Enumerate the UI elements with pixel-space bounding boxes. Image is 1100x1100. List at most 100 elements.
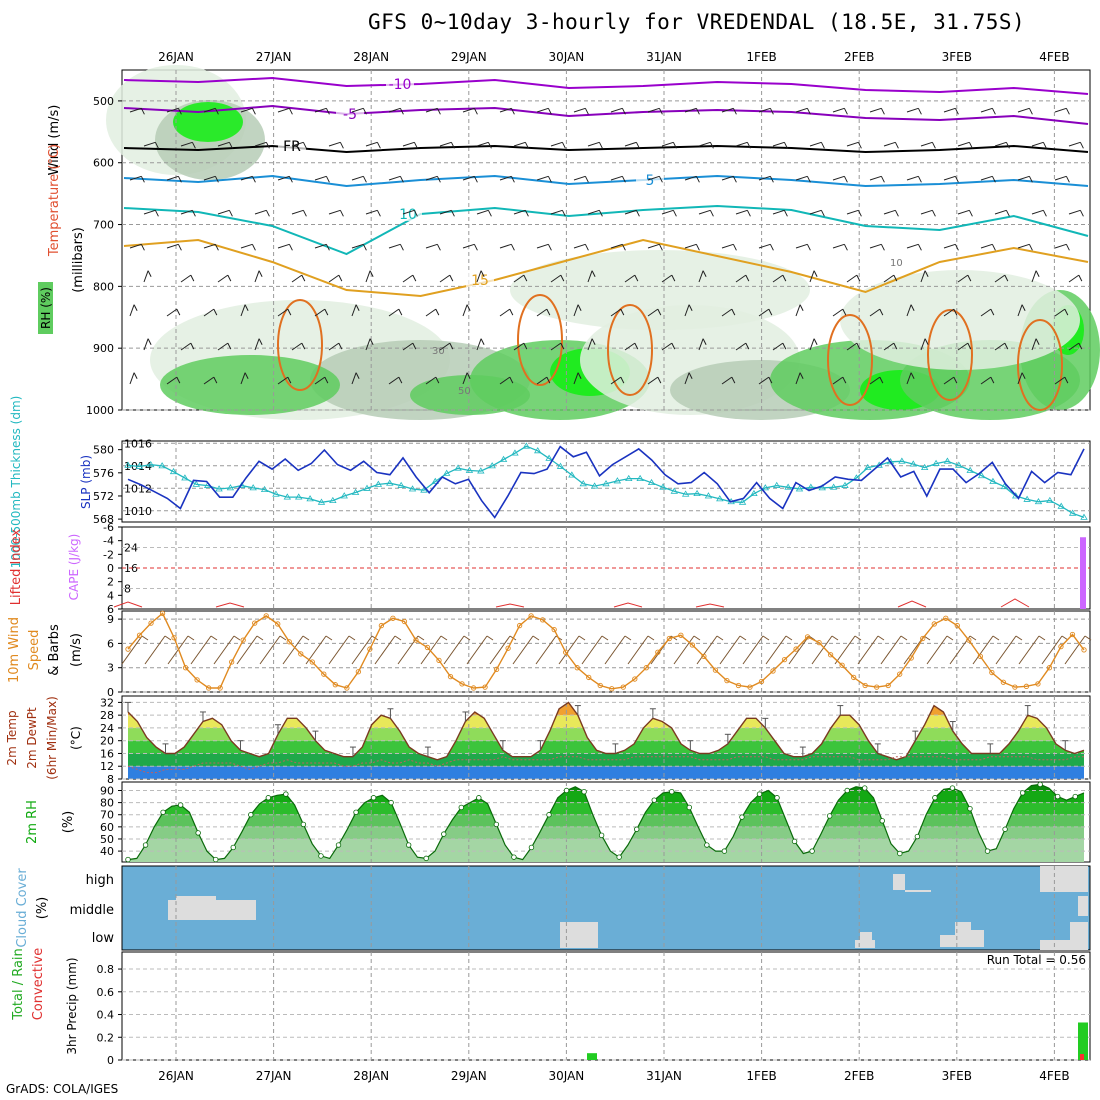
wind-barb [143, 338, 149, 351]
wind-barb-flag [953, 308, 958, 316]
time-label-top: 31JAN [646, 50, 682, 64]
thickness-point [829, 483, 838, 490]
lifted-index-line [113, 601, 143, 608]
wind-barb [425, 376, 437, 385]
wind-barb-flag [133, 372, 138, 379]
wind-barb-flag [647, 635, 655, 641]
wind-barb [439, 141, 452, 147]
rh-point [458, 804, 464, 811]
wind-barb [587, 270, 593, 283]
wind-barb [943, 107, 956, 113]
wind-barb [203, 243, 216, 249]
wind-speed-point [194, 677, 200, 683]
wind-speed-point [897, 671, 903, 677]
thickness-tick-label: 580 [93, 444, 114, 457]
thickness-point [124, 461, 132, 468]
wind-barb-flag [487, 142, 492, 149]
wind-barb [920, 209, 933, 215]
wind-barb-flag [578, 635, 586, 641]
wind-barb [129, 175, 142, 181]
thickness-point [158, 462, 166, 469]
rh-point [563, 787, 570, 794]
wind-barb [772, 274, 784, 283]
wind-barb [832, 175, 845, 181]
wind-barb [721, 243, 734, 249]
wind-barb [869, 243, 882, 249]
wind-barb-flag [510, 108, 515, 115]
wind-barb-flag [591, 270, 596, 277]
thickness-point [1034, 497, 1043, 505]
wind-axis-label: Wind (m/s) [47, 105, 62, 176]
wind-barb [1068, 342, 1080, 351]
wind-barb [995, 635, 1017, 665]
lifted-index-tick-label: 0 [107, 562, 114, 575]
wind-barb [573, 107, 586, 113]
wind-barb-flag [893, 274, 898, 282]
thickness-point [488, 462, 496, 469]
wind-barb [809, 209, 822, 215]
temperature-tick-label: 28 [100, 709, 114, 722]
wind-barb-flag [946, 635, 954, 641]
wind-barb-flag [969, 635, 977, 641]
wind-speed-point [263, 613, 269, 619]
cloud-patch [893, 874, 905, 890]
wind-barb [832, 308, 844, 317]
thickness-point [431, 477, 439, 484]
rh-point [598, 832, 605, 839]
thickness-point [192, 480, 200, 487]
wind-barb-flag [657, 308, 662, 316]
wind-barb [735, 141, 748, 147]
wind-tick-label: 9 [107, 613, 114, 626]
wind-barb-flag [251, 176, 256, 183]
wind-barb-flag [399, 244, 404, 251]
thickness-point [898, 457, 906, 464]
wind-barb [1017, 372, 1023, 385]
pressure-tick-label: 800 [93, 280, 114, 293]
wind-barb-flag [244, 372, 249, 379]
wind-barb-flag [732, 244, 737, 251]
wind-barb-flag [324, 308, 329, 316]
wind-barb [536, 175, 549, 181]
wind-barb [698, 141, 711, 147]
wind-speed-point [436, 657, 442, 664]
wind-barb [795, 243, 808, 249]
wind-barb [1031, 338, 1037, 351]
wind-barb-flag [486, 635, 494, 641]
wind-barb-flag [302, 142, 307, 149]
cloud-level-label: high [86, 873, 114, 888]
wind-barb-flag [894, 210, 899, 217]
wind-barb-flag [325, 176, 330, 183]
temp-axis-label-4: (°C) [69, 726, 83, 750]
wind-barb [1018, 635, 1040, 665]
wind-barb [462, 107, 475, 113]
wind-barb-flag [671, 274, 676, 282]
wind-barb [869, 376, 881, 385]
wind-barb [647, 243, 660, 249]
wind-barb [906, 243, 919, 249]
wind-speed-point [827, 652, 834, 658]
wind-barb-flag [782, 274, 787, 282]
wind-barb-flag [688, 372, 693, 379]
wind-barb-flag [133, 304, 138, 311]
wind-barb [661, 141, 674, 147]
wind-barb [926, 635, 948, 665]
rh-tick-label: 60 [100, 821, 114, 834]
wind-barb [943, 175, 956, 181]
rh-point [651, 797, 657, 803]
wind-barb [758, 175, 771, 181]
wind-barb [166, 308, 178, 317]
wind-barb [402, 209, 415, 215]
wind-barb [846, 141, 859, 147]
wind-barb [535, 635, 557, 665]
thickness-point [738, 498, 747, 505]
temperature-axis-label: Temperature (°C) [47, 144, 62, 257]
wind-speed-point [724, 678, 730, 684]
wind-barb [351, 243, 364, 249]
cloud-patch [855, 940, 875, 948]
wind-speed-point [574, 665, 580, 671]
wind-barb [466, 635, 488, 665]
slp-line [127, 445, 1085, 519]
run-total-annotation: Run Total = 0.56 [987, 953, 1086, 967]
thickness-point [989, 477, 997, 484]
wind-barb-flag [672, 142, 677, 149]
